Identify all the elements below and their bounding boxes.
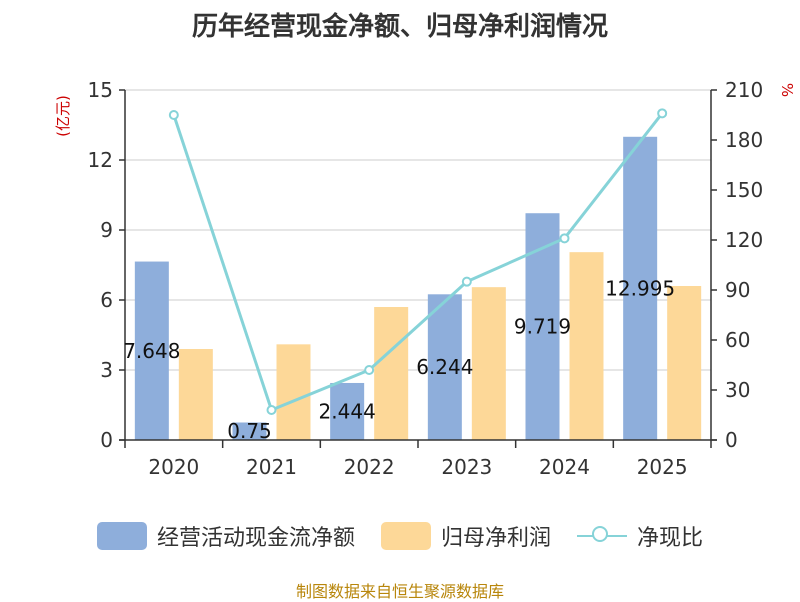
right-tick-label: 90 (725, 278, 750, 302)
x-tick-label: 2022 (344, 455, 395, 479)
data-labels: 7.648 0.75 2.444 6.244 9.719 12.995 (123, 276, 675, 443)
legend-label-net-profit: 归母净利润 (440, 526, 551, 551)
right-tick-label: 0 (725, 428, 738, 452)
left-tick-label: 6 (100, 288, 113, 312)
legend: 经营活动现金流净额 归母净利润 净现比 (0, 516, 800, 556)
legend-label-cashflow: 经营活动现金流净额 (156, 526, 355, 551)
ratio-line (168, 108, 668, 415)
left-tick-label: 3 (100, 358, 113, 382)
data-label-cashflow: 0.75 (227, 419, 272, 443)
left-tick-label: 12 (88, 148, 113, 172)
data-label-cashflow: 2.444 (319, 399, 376, 423)
right-tick-label: 30 (725, 378, 750, 402)
ratio-point (461, 276, 472, 287)
legend-item-cashflow[interactable]: 经营活动现金流净额 (96, 520, 355, 552)
bar-cashflow (330, 382, 365, 440)
legend-item-net-profit[interactable]: 归母净利润 (380, 520, 551, 552)
left-tick-label: 15 (88, 78, 113, 102)
legend-label-ratio: 净现比 (637, 526, 704, 551)
ratio-point (559, 233, 570, 244)
left-tick-label: 9 (100, 218, 113, 242)
source-note: 制图数据来自恒生聚源数据库 (295, 582, 504, 601)
right-tick-label: 150 (725, 178, 763, 202)
data-label-cashflow: 9.719 (514, 315, 571, 339)
ratio-point (168, 110, 179, 120)
gridlines (125, 89, 711, 371)
legend-swatch-net-profit (380, 522, 431, 550)
ratio-line-path (172, 112, 664, 412)
x-tick-label: 2021 (246, 455, 297, 479)
bar-cashflow (427, 294, 462, 440)
left-tick-label: 0 (100, 428, 113, 452)
x-tick-label: 2020 (148, 455, 199, 479)
left-axis-unit: (亿元) (54, 95, 72, 137)
right-tick-label: 120 (725, 228, 763, 252)
ratio-point (266, 405, 277, 415)
right-axis-unit: % (778, 83, 796, 97)
legend-item-ratio[interactable]: 净现比 (577, 520, 703, 552)
bar-cashflow (623, 136, 658, 441)
bar-cashflow (134, 261, 169, 440)
data-label-cashflow: 6.244 (416, 355, 473, 379)
chart-title: 历年经营现金净额、归母净利润情况 (191, 12, 608, 42)
bar-cashflow (232, 422, 267, 440)
bar-net-profit (276, 344, 311, 440)
x-tick-label: 2023 (441, 455, 492, 479)
right-tick-label: 180 (725, 128, 763, 152)
ratio-point (364, 365, 375, 375)
data-label-cashflow: 12.995 (605, 276, 675, 300)
bar-net-profit (374, 307, 409, 440)
legend-swatch-ratio (577, 522, 627, 550)
ratio-point (657, 108, 668, 119)
bar-net-profit (667, 286, 702, 440)
bar-net-profit (178, 349, 213, 440)
bars (134, 136, 702, 441)
bar-net-profit (569, 252, 604, 440)
legend-swatch-cashflow (96, 522, 147, 550)
bar-net-profit (471, 287, 506, 440)
right-tick-label: 210 (725, 78, 763, 102)
x-tick-label: 2025 (637, 455, 688, 479)
data-label-cashflow: 7.648 (123, 339, 180, 363)
bar-cashflow (525, 213, 560, 440)
x-tick-label: 2024 (539, 455, 590, 479)
right-tick-label: 60 (725, 328, 750, 352)
